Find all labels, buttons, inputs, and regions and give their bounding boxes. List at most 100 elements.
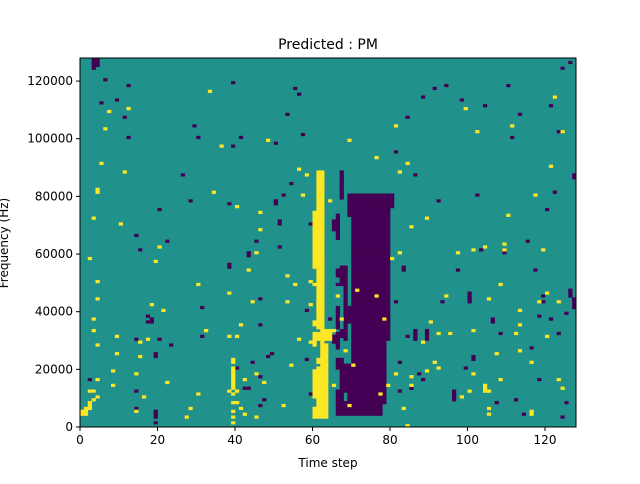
heatmap-cell-low xyxy=(266,354,271,359)
heatmap-cell-low xyxy=(335,305,340,310)
heatmap-cell-low xyxy=(440,300,445,304)
heatmap-cell-high xyxy=(560,386,565,390)
heatmap-cell-high xyxy=(320,228,325,232)
heatmap-cell-low xyxy=(347,314,352,318)
heatmap-cell-low xyxy=(351,389,356,393)
heatmap-cell-high xyxy=(304,173,309,177)
heatmap-cell-low xyxy=(370,375,375,379)
heatmap-cell-low xyxy=(200,305,205,310)
heatmap-cell-low xyxy=(351,395,356,399)
heatmap-cell-low xyxy=(374,357,379,362)
heatmap-cell-low xyxy=(525,239,530,243)
heatmap-cell-high xyxy=(142,395,147,399)
heatmap-cell-high xyxy=(316,184,321,189)
heatmap-cell-low xyxy=(359,199,364,203)
heatmap-cell-low xyxy=(378,409,383,413)
heatmap-cell-high xyxy=(320,320,325,324)
heatmap-cell-low xyxy=(382,389,387,393)
heatmap-cell-high xyxy=(312,245,317,249)
heatmap-cell-low xyxy=(552,190,557,194)
heatmap-cell-low xyxy=(370,308,375,313)
heatmap-cell-low xyxy=(126,135,131,140)
heatmap-cell-low xyxy=(374,282,379,287)
heatmap-cell-low xyxy=(382,366,387,370)
heatmap-cell-low xyxy=(359,210,364,215)
heatmap-cell-low xyxy=(382,375,387,379)
heatmap-cell-low xyxy=(122,115,127,119)
heatmap-cell-high xyxy=(196,392,201,396)
heatmap-cell-low xyxy=(351,320,356,324)
heatmap-cell-low xyxy=(331,222,337,226)
heatmap-cell-low xyxy=(362,377,368,382)
heatmap-cell-low xyxy=(366,360,371,364)
heatmap-cell-low xyxy=(374,248,379,252)
heatmap-cell-high xyxy=(231,421,236,425)
heatmap-cell-low xyxy=(339,389,344,393)
heatmap-cell-low xyxy=(541,294,546,298)
heatmap-cell-low xyxy=(359,389,364,393)
heatmap-cell-low xyxy=(382,222,387,226)
heatmap-cell-low xyxy=(362,363,368,367)
heatmap-cell-high xyxy=(91,389,96,393)
heatmap-cell-high xyxy=(316,251,321,255)
heatmap-cell-high xyxy=(83,412,89,416)
heatmap-cell-low xyxy=(362,297,368,301)
heatmap-cell-low xyxy=(382,300,387,304)
heatmap-cell-low xyxy=(378,357,383,362)
heatmap-cell-low xyxy=(362,349,368,353)
heatmap-cell-low xyxy=(355,375,360,379)
heatmap-cell-low xyxy=(370,343,375,347)
heatmap-cell-low xyxy=(374,308,379,313)
heatmap-cell-high xyxy=(486,297,492,301)
y-axis-label: Frequency (Hz) xyxy=(0,198,11,289)
heatmap-cell-low xyxy=(378,377,383,382)
heatmap-cell-low xyxy=(362,202,368,206)
heatmap-cell-low xyxy=(366,403,371,408)
heatmap-cell-high xyxy=(324,363,329,367)
heatmap-cell-low xyxy=(362,262,368,266)
heatmap-cell-high xyxy=(316,403,321,408)
heatmap-cell-low xyxy=(374,271,379,275)
heatmap-cell-low xyxy=(382,308,387,313)
heatmap-cell-high xyxy=(316,179,321,183)
heatmap-cell-high xyxy=(312,236,317,240)
heatmap-cell-low xyxy=(180,173,185,177)
heatmap-cell-high xyxy=(320,328,325,333)
heatmap-cell-high xyxy=(320,265,325,269)
heatmap-cell-high xyxy=(316,236,321,240)
heatmap-cell-low xyxy=(339,173,344,177)
x-tick-label: 80 xyxy=(382,433,397,447)
heatmap-cell-low xyxy=(568,291,573,295)
heatmap-cell-high xyxy=(324,409,329,413)
heatmap-cell-low xyxy=(467,291,472,295)
heatmap-cell-high xyxy=(320,288,325,292)
heatmap-cell-low xyxy=(386,337,391,341)
heatmap-cell-low xyxy=(355,222,360,226)
heatmap-cell-low xyxy=(355,349,360,353)
heatmap-cell-low xyxy=(355,317,360,321)
heatmap-cell-low xyxy=(355,242,360,246)
heatmap-cell-low xyxy=(269,352,275,356)
heatmap-cell-high xyxy=(320,317,325,321)
heatmap-cell-low xyxy=(246,254,251,258)
heatmap-cell-low xyxy=(351,297,356,301)
heatmap-cell-low xyxy=(343,317,348,321)
heatmap-cell-low xyxy=(359,375,364,379)
heatmap-cell-low xyxy=(366,274,371,278)
heatmap-cell-high xyxy=(312,334,317,338)
heatmap-cell-high xyxy=(316,265,321,269)
heatmap-cell-low xyxy=(382,294,387,298)
heatmap-cell-low xyxy=(362,357,368,362)
heatmap-cell-low xyxy=(467,297,472,301)
heatmap-cell-high xyxy=(316,395,321,399)
heatmap-cell-low xyxy=(374,196,379,200)
heatmap-cell-low xyxy=(413,328,418,333)
heatmap-cell-low xyxy=(378,360,383,364)
heatmap-cell-low xyxy=(359,219,364,223)
heatmap-cell-low xyxy=(378,311,383,315)
heatmap-cell-low xyxy=(157,207,162,212)
heatmap-cell-low xyxy=(362,268,368,272)
heatmap-cell-low xyxy=(374,233,379,238)
heatmap-cell-low xyxy=(370,360,375,364)
heatmap-cell-low xyxy=(134,233,139,238)
